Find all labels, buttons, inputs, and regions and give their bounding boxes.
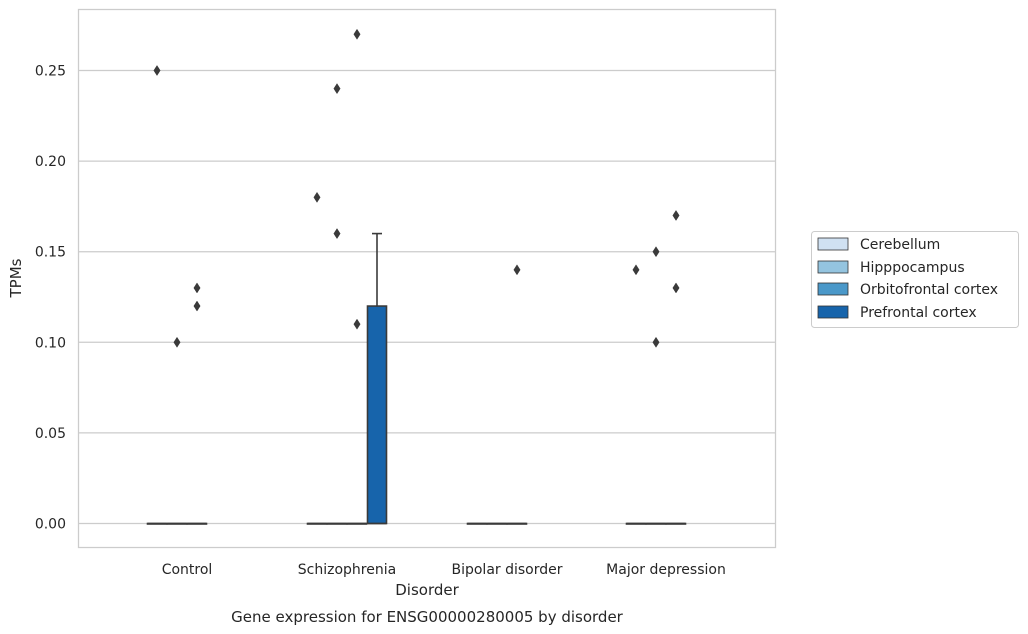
legend-frame (811, 231, 1019, 328)
box-schizophrenia-cerebellum (306, 191, 328, 525)
outlier-point (672, 282, 680, 294)
outlier-point (353, 318, 361, 330)
box-schizophrenia-prefrontal-cortex (366, 232, 388, 525)
y-tick-label: 0.20 (35, 154, 66, 170)
legend-label-prefrontal-cortex: Prefrontal cortex (860, 305, 977, 321)
x-tick-label-schizophrenia: Schizophrenia (298, 562, 396, 578)
outlier-point (513, 264, 521, 276)
y-tick-label: 0.00 (35, 517, 66, 533)
box-schizophrenia-hipppocampus (326, 83, 348, 525)
x-tick-label-major-depression: Major depression (606, 562, 726, 578)
outlier-point (153, 65, 161, 76)
box-major-depression-orbitofrontal-cortex (665, 209, 687, 525)
legend-swatch-cerebellum (817, 237, 849, 251)
outlier-point (672, 209, 680, 221)
outlier-point (353, 28, 361, 40)
box-major-depression-hipppocampus (645, 246, 667, 525)
chart-caption: Gene expression for ENSG00000280005 by d… (231, 608, 624, 626)
y-tick-label: 0.15 (35, 245, 66, 261)
y-tick-labels: 0.00 0.05 0.10 0.15 0.20 0.25 (35, 64, 66, 533)
box-control-orbitofrontal-cortex (186, 282, 208, 525)
outlier-point (632, 264, 640, 276)
legend-label-hippocampus: Hipppocampus (860, 260, 965, 276)
box-control-hipppocampus (166, 336, 188, 525)
legend-label-cerebellum: Cerebellum (860, 237, 940, 253)
plot-frame (77, 8, 777, 549)
outlier-point (193, 300, 201, 312)
outlier-point (333, 228, 341, 240)
outlier-point (652, 336, 660, 348)
y-tick-label: 0.10 (35, 335, 66, 351)
box-control-cerebellum (146, 65, 168, 525)
outlier-point (193, 282, 201, 294)
box-schizophrenia-orbitofrontal-cortex (346, 28, 368, 525)
x-tick-label-bipolar-disorder: Bipolar disorder (451, 562, 562, 578)
legend-label-orbitofrontal-cortex: Orbitofrontal cortex (860, 282, 998, 298)
y-tick-label: 0.25 (35, 64, 66, 80)
x-tick-label-control: Control (162, 562, 213, 578)
box-body (366, 305, 388, 525)
legend-swatch-orbitofrontal-cortex (817, 282, 849, 296)
y-tick-label: 0.05 (35, 426, 66, 442)
x-tick-labels: Control Schizophrenia Bipolar disorder Majo… (162, 562, 726, 578)
legend-swatch-prefrontal-cortex (817, 305, 849, 319)
box-plot-area (146, 28, 687, 525)
outlier-point (173, 336, 181, 348)
legend-swatch-hippocampus (817, 260, 849, 274)
box-bipolar-disorder-hipppocampus (486, 522, 508, 525)
outlier-point (652, 246, 660, 258)
x-axis-label: Disorder (395, 581, 459, 599)
outlier-point (333, 83, 341, 95)
gridlines (78, 69, 775, 525)
box-bipolar-disorder-orbitofrontal-cortex (506, 264, 528, 525)
box-bipolar-disorder-cerebellum (466, 522, 488, 525)
y-axis-label: TPMs (7, 258, 25, 298)
legend: Cerebellum Hipppocampus Orbitofrontal co… (811, 231, 1019, 328)
box-major-depression-cerebellum (625, 264, 647, 525)
outlier-point (313, 191, 321, 203)
